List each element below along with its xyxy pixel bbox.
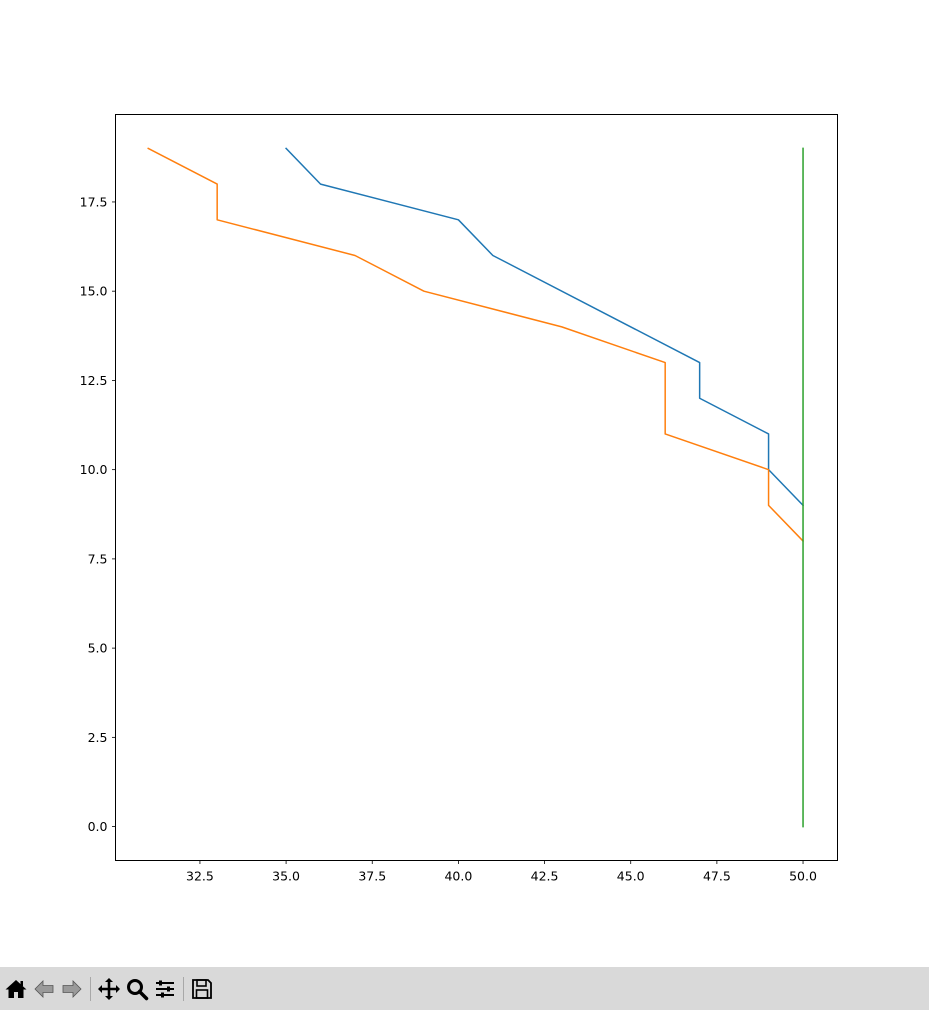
y-tick-label: 12.5 xyxy=(80,373,108,388)
x-tick-label: 47.5 xyxy=(703,869,731,884)
pan-button[interactable] xyxy=(95,974,123,1004)
y-tick-label: 10.0 xyxy=(80,462,108,477)
configure-subplots-button[interactable] xyxy=(151,974,179,1004)
x-axis: 32.5 35.0 37.5 40.0 42.5 45.0 47.5 50.0 xyxy=(186,860,817,884)
axes-frame xyxy=(115,114,838,861)
zoom-button[interactable] xyxy=(123,974,151,1004)
toolbar-separator xyxy=(183,976,184,1001)
home-icon xyxy=(5,979,27,998)
x-tick-label: 40.0 xyxy=(444,869,472,884)
plot-background xyxy=(115,114,838,861)
y-tick-label: 15.0 xyxy=(80,284,108,299)
y-tick-label: 0.0 xyxy=(88,819,108,834)
x-tick-label: 42.5 xyxy=(531,869,559,884)
figure: 32.5 35.0 37.5 40.0 42.5 45.0 47.5 50.0 0.0 2.5 5… xyxy=(80,114,838,884)
save-icon xyxy=(192,978,212,999)
series-line-2 xyxy=(147,147,805,543)
x-tick-label: 37.5 xyxy=(358,869,386,884)
y-tick-label: 2.5 xyxy=(88,730,108,745)
navigation-toolbar xyxy=(0,967,929,1010)
series-lines xyxy=(147,147,805,828)
forward-arrow-icon xyxy=(62,979,82,998)
plot-area xyxy=(115,114,838,861)
configure-subplots-icon xyxy=(156,980,174,997)
y-tick-label: 7.5 xyxy=(88,551,108,566)
x-tick-label: 50.0 xyxy=(789,869,817,884)
series-line-1 xyxy=(285,147,805,507)
zoom-icon xyxy=(127,978,149,1000)
save-button[interactable] xyxy=(188,974,216,1004)
y-tick-label: 5.0 xyxy=(88,641,108,656)
back-arrow-icon xyxy=(34,979,54,998)
toolbar-separator xyxy=(90,976,91,1001)
forward-button[interactable] xyxy=(58,974,86,1004)
pan-icon xyxy=(98,977,120,1000)
y-axis: 0.0 2.5 5.0 7.5 10.0 12.5 15.0 17.5 xyxy=(80,194,116,834)
x-tick-label: 45.0 xyxy=(617,869,645,884)
home-button[interactable] xyxy=(2,974,30,1004)
x-tick-label: 32.5 xyxy=(186,869,214,884)
y-tick-label: 17.5 xyxy=(80,194,108,209)
x-tick-label: 35.0 xyxy=(272,869,300,884)
back-button[interactable] xyxy=(30,974,58,1004)
